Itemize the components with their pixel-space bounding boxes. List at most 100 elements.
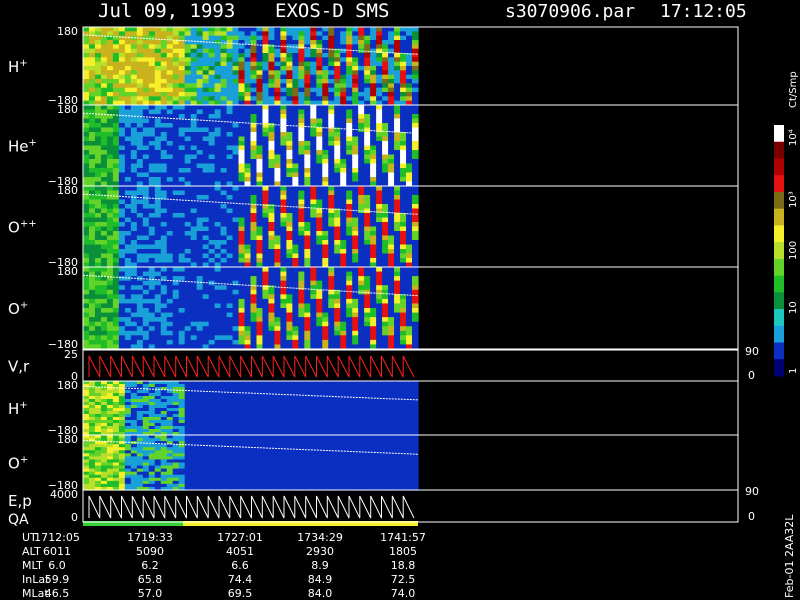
- spectrogram-cell: [394, 294, 401, 300]
- spectrogram-cell: [142, 381, 150, 385]
- spectrogram-cell: [202, 344, 210, 350]
- spectrogram-cell: [412, 330, 419, 336]
- spectrogram-cell: [364, 27, 371, 32]
- spectrogram-cell: [316, 100, 323, 106]
- spectrogram-cell: [118, 432, 126, 436]
- spectrogram-cell: [370, 267, 377, 273]
- spectrogram-cell: [310, 308, 317, 314]
- spectrogram-cell: [130, 163, 138, 169]
- spectrogram-cell: [196, 393, 204, 397]
- spectrogram-cell: [346, 294, 353, 300]
- spectrogram-cell: [232, 258, 240, 264]
- spectrogram-cell: [124, 384, 132, 388]
- spectrogram-cell: [358, 79, 365, 84]
- spectrogram-cell: [256, 83, 264, 89]
- spectrogram-cell: [304, 87, 311, 93]
- spectrogram-cell: [382, 411, 389, 415]
- spectrogram-cell: [358, 335, 365, 341]
- spectrogram-cell: [184, 285, 192, 291]
- spectrogram-cell: [244, 177, 252, 183]
- spectrogram-cell: [322, 294, 329, 300]
- spectrogram-cell: [310, 168, 317, 174]
- spectrogram-cell: [178, 399, 186, 403]
- spectrogram-cell: [256, 326, 264, 332]
- spectrogram-cell: [376, 381, 383, 385]
- spectrogram-cell: [184, 249, 192, 255]
- spectrogram-cell: [274, 226, 282, 232]
- spectrogram-cell: [388, 31, 395, 37]
- spectrogram-cell: [406, 222, 413, 228]
- spectrogram-cell: [376, 177, 383, 183]
- spectrogram-cell: [130, 330, 138, 336]
- spectrogram-cell: [178, 132, 186, 138]
- spectrogram-cell: [292, 387, 299, 391]
- spectrogram-cell: [250, 74, 258, 80]
- spectrogram-cell: [130, 231, 138, 237]
- spectrogram-cell: [334, 83, 341, 89]
- spectrogram-cell: [328, 231, 335, 237]
- spectrogram-cell: [88, 53, 96, 58]
- spectrogram-cell: [334, 199, 341, 205]
- spectrogram-cell: [262, 411, 270, 415]
- spectrogram-cell: [412, 271, 419, 277]
- spectrogram-cell: [196, 339, 204, 346]
- spectrogram-cell: [400, 27, 407, 32]
- spectrogram-cell: [400, 123, 407, 129]
- spectrogram-cell: [322, 405, 329, 409]
- spectrogram-cell: [83, 387, 90, 391]
- spectrogram-cell: [166, 100, 174, 106]
- spectrogram-cell: [286, 294, 293, 300]
- spectrogram-cell: [322, 172, 329, 178]
- spectrogram-cell: [268, 326, 276, 332]
- spectrogram-cell: [286, 429, 293, 433]
- spectrogram-cell: [286, 199, 293, 205]
- spectrogram-cell: [166, 420, 174, 424]
- spectrogram-cell: [262, 150, 270, 156]
- spectrogram-cell: [172, 127, 180, 133]
- spectrogram-cell: [88, 399, 96, 403]
- spectrogram-cell: [268, 74, 276, 80]
- spectrogram-cell: [154, 109, 162, 115]
- spectrogram-cell: [142, 235, 150, 241]
- spectrogram-cell: [352, 83, 359, 89]
- spectrogram-cell: [358, 432, 365, 436]
- spectrogram-cell: [106, 163, 114, 169]
- spectrogram-cell: [334, 294, 341, 300]
- spectrogram-cell: [184, 217, 192, 223]
- spectrogram-cell: [352, 240, 359, 246]
- spectrogram-cell: [232, 384, 240, 388]
- spectrogram-cell: [346, 321, 353, 327]
- spectrogram-cell: [274, 27, 282, 32]
- spectrogram-cell: [316, 57, 323, 63]
- spectrogram-cell: [148, 429, 156, 433]
- spectrogram-cell: [130, 208, 138, 214]
- spectrogram-cell: [178, 150, 186, 156]
- spectrogram-cell: [112, 35, 120, 41]
- spectrogram-cell: [208, 83, 216, 89]
- spectrogram-cell: [286, 66, 293, 71]
- spectrogram-cell: [196, 163, 204, 169]
- spectrogram-cell: [412, 289, 419, 295]
- spectrogram-cell: [298, 40, 305, 45]
- spectrogram-cell: [100, 396, 108, 400]
- spectrogram-cell: [340, 289, 347, 295]
- spectrogram-cell: [148, 414, 156, 418]
- spectrogram-cell: [244, 79, 252, 84]
- spectrogram-cell: [94, 399, 102, 403]
- spectrogram-cell: [88, 381, 96, 385]
- spectrogram-cell: [298, 411, 305, 415]
- spectrogram-cell: [370, 226, 377, 232]
- sweep-trace: [88, 355, 415, 378]
- spectrogram-cell: [154, 159, 162, 165]
- spectrogram-cell: [292, 96, 299, 102]
- spectrogram-cell: [400, 92, 407, 97]
- spectrogram-cell: [136, 344, 144, 350]
- spectrogram-cell: [286, 35, 293, 41]
- spectrogram-cell: [208, 267, 216, 273]
- spectrogram-cell: [340, 335, 347, 341]
- spectrogram-cell: [358, 190, 365, 196]
- spectrogram-cell: [136, 249, 144, 255]
- spectrogram-cell: [298, 402, 305, 406]
- spectrogram-cell: [232, 303, 240, 309]
- spectrogram-cell: [100, 414, 108, 418]
